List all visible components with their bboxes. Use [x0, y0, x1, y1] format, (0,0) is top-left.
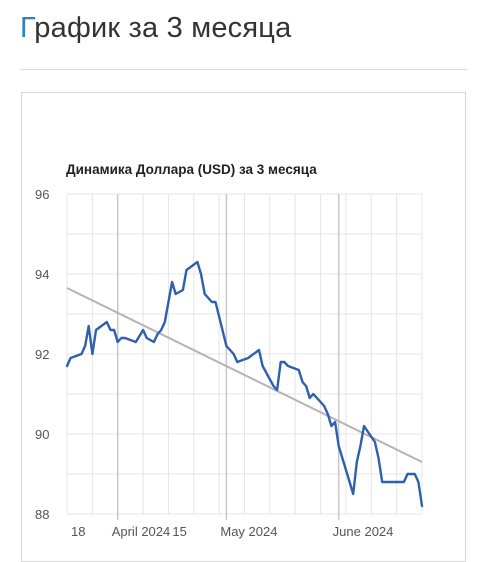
x-tick-label-2: 15: [172, 524, 186, 539]
chart-title: Динамика Доллара (USD) за 3 месяца: [66, 162, 317, 177]
page-title-first-letter: Г: [20, 12, 35, 44]
page-title: График за 3 месяца: [20, 12, 291, 45]
usd-line-chart: 96 94 92 90 88 18 April 2024 15 May 2024 June 202…: [35, 187, 424, 539]
x-tick-label-4: June 2024: [333, 524, 394, 539]
y-tick-label-92: 92: [35, 347, 49, 362]
page-title-rest: рафик за 3 месяца: [34, 12, 292, 44]
y-tick-label-90: 90: [35, 427, 49, 442]
x-tick-label-3: May 2024: [220, 524, 277, 539]
y-tick-label-94: 94: [35, 267, 49, 282]
x-tick-label-1: April 2024: [112, 524, 171, 539]
y-tick-label-88: 88: [35, 507, 49, 522]
title-divider: [20, 69, 467, 70]
y-tick-label-96: 96: [35, 187, 49, 202]
x-tick-label-0: 18: [71, 524, 85, 539]
chart-card: Динамика Доллара (USD) за 3 месяца 96 94 9…: [21, 92, 466, 562]
series-line-0: [65, 260, 424, 508]
